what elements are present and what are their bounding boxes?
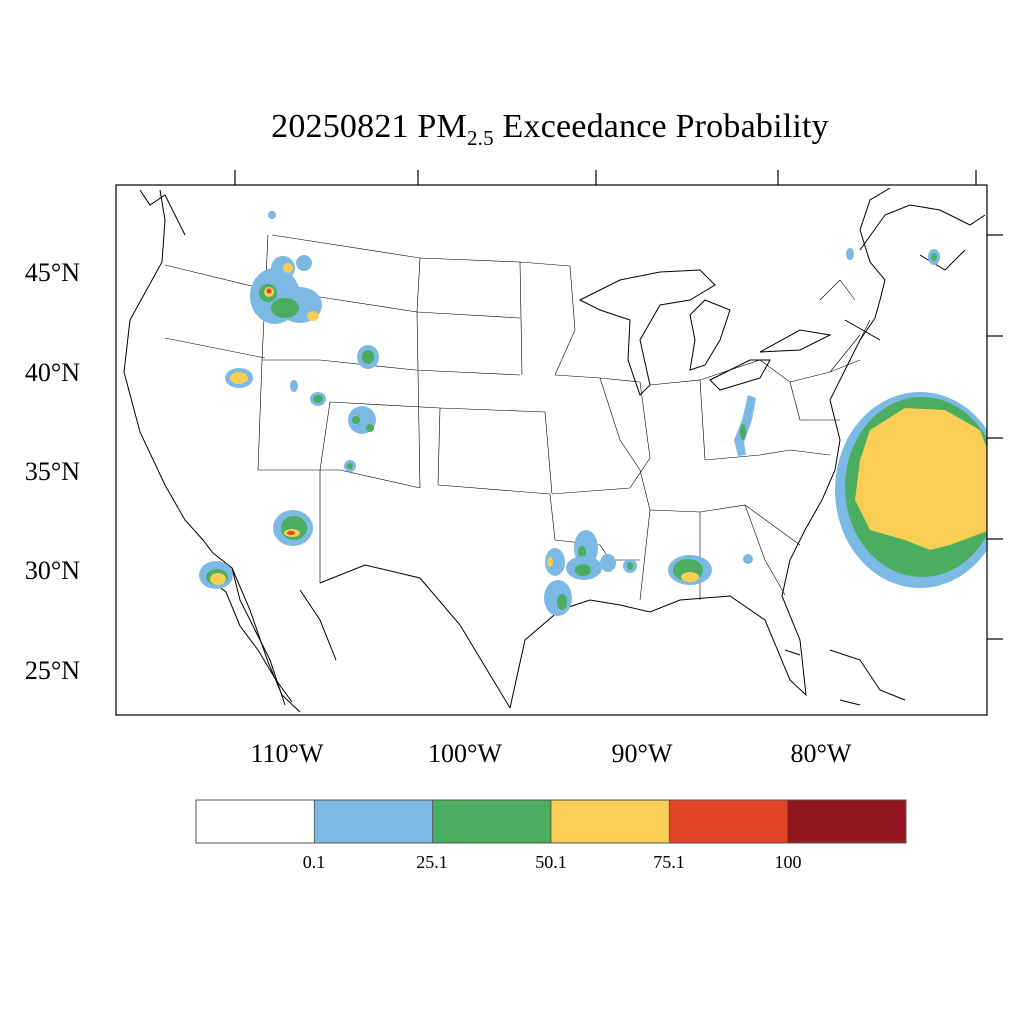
map-frame [115,184,988,716]
colorbar-tick-label: 0.1 [303,852,326,872]
colorbar-tick-label: 100 [775,852,802,872]
lat-label: 30°N [25,556,80,585]
lat-label: 35°N [25,457,80,486]
map-title: 20250821 PM2.5 Exceedance Probability [271,108,829,150]
lat-label: 25°N [25,656,80,685]
nevada-patch [230,372,248,384]
colorbar-segment [313,799,434,844]
colorbar [195,799,907,844]
lat-label: 45°N [25,258,80,287]
idaho-patch [283,263,293,273]
idaho-patch [271,298,299,318]
lon-label: 80°W [791,739,852,768]
louisiana-patch [600,554,616,572]
colorbar-segment [195,799,315,844]
colorbar-tick-label: 75.1 [653,852,685,872]
colorbar-segment [432,799,552,844]
california-patch [210,573,226,585]
colorbar-segment [668,799,789,844]
texas-patch [547,557,553,567]
colorbar-segment [787,799,907,844]
louisiana-patch [578,546,586,558]
colorbar-tick-label: 25.1 [416,852,448,872]
atlantic-patch-high [855,408,987,550]
arizona-patch [287,531,295,535]
top-ticks [234,170,977,185]
ohio-valley-patch [734,395,756,456]
utah-patch [313,395,323,403]
baja-coast [231,567,337,706]
probability-patches [199,211,987,616]
alabama-patch [681,572,699,582]
mississippi-patch [627,562,633,570]
colorado-patch [352,416,360,424]
idaho-patch [307,311,319,321]
great-lakes [578,269,832,396]
canada-coast [139,189,986,341]
colorado-patch [347,463,353,469]
texas-patch [557,594,567,610]
right-ticks [987,234,1003,640]
texas-patch [545,548,565,576]
lon-label: 90°W [612,739,673,768]
colorado-patch [366,424,374,432]
colorbar-frame [195,799,907,844]
caribbean-islands [784,649,906,706]
georgia-patch [743,554,753,564]
utah-patch [290,380,298,392]
lon-label: 100°W [428,739,502,768]
lat-label: 40°N [25,358,80,387]
louisiana-patch [575,564,591,576]
ohio-valley-patch [740,424,746,440]
map-body [123,187,986,713]
newengland-patch [846,248,854,260]
idaho-patch [296,255,312,271]
idaho-patch [268,211,276,219]
colorbar-tick-label: 50.1 [535,852,567,872]
wyoming-patch [362,350,374,364]
coastline [123,187,891,713]
lon-label: 110°W [251,739,324,768]
state-boundaries [164,234,871,601]
idaho-patch [266,288,272,294]
colorbar-segment [550,799,670,844]
canada-patch [931,253,937,261]
